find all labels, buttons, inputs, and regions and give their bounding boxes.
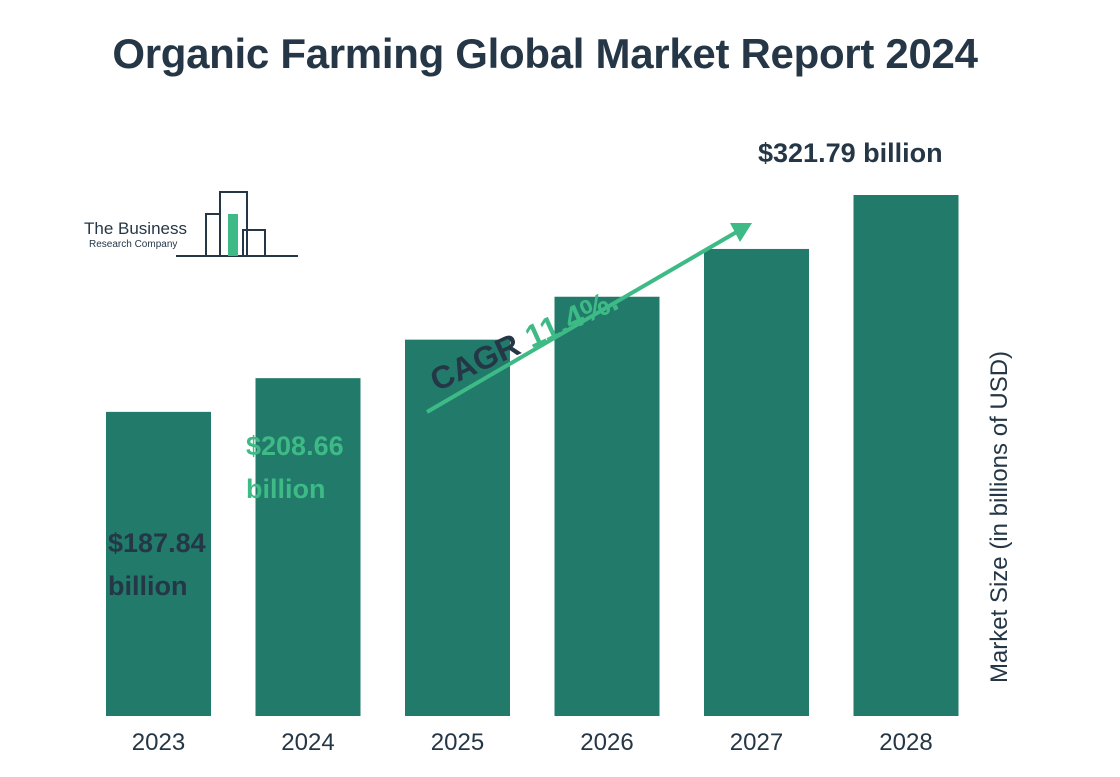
x-tick-labels: 2023 2024 2025 2026 2027 2028 xyxy=(132,729,933,756)
data-label-2028: $321.79 billion xyxy=(758,138,943,168)
x-tick-2024: 2024 xyxy=(281,729,334,756)
bar-2028 xyxy=(853,195,959,716)
data-label-2024: $208.66 billion xyxy=(246,431,344,504)
x-tick-2027: 2027 xyxy=(730,729,783,756)
logo-subtitle: Research Company xyxy=(89,239,178,250)
x-tick-2023: 2023 xyxy=(132,729,185,756)
x-tick-2028: 2028 xyxy=(879,729,932,756)
data-label-2023: $187.84 billion xyxy=(108,528,206,601)
bar-2024 xyxy=(255,378,361,716)
cagr-arrow-line xyxy=(425,228,742,414)
cagr-arrow-head xyxy=(730,223,752,242)
bar-2025 xyxy=(405,339,510,716)
bar-2023 xyxy=(106,411,211,716)
chart-title: Organic Farming Global Market Report 202… xyxy=(112,30,978,77)
logo-name: The Business xyxy=(84,219,187,238)
x-tick-2026: 2026 xyxy=(580,729,633,756)
bar-2027 xyxy=(704,248,809,716)
x-tick-2025: 2025 xyxy=(431,729,484,756)
bars-group xyxy=(106,195,959,716)
y-axis-label: Market Size (in billions of USD) xyxy=(986,350,1013,684)
company-logo: The Business Research Company xyxy=(80,186,310,266)
logo-mark-icon xyxy=(176,191,298,257)
bar-2026 xyxy=(554,296,660,716)
